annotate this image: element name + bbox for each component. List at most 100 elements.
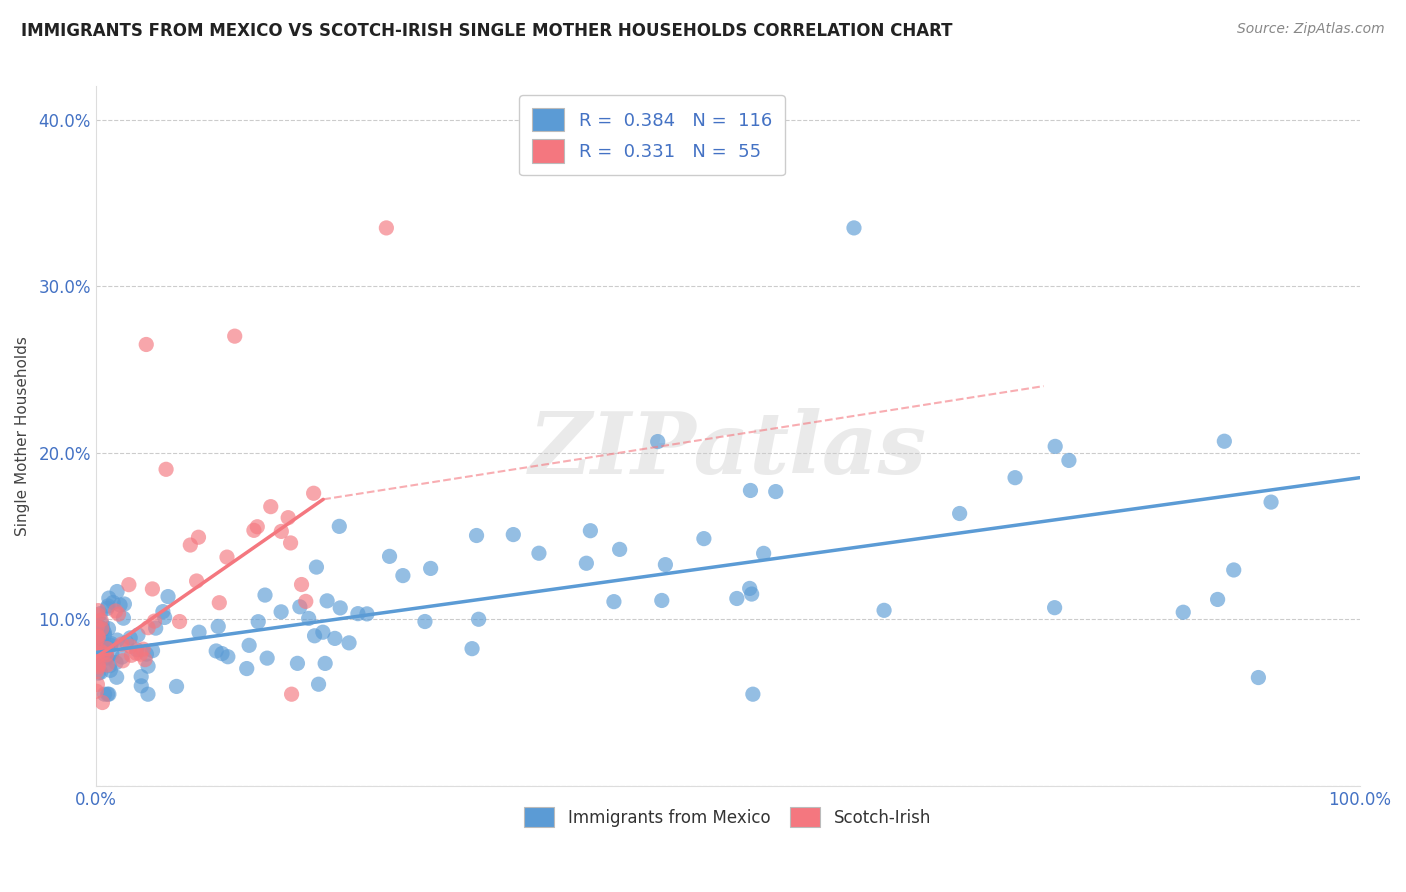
Point bbox=[166, 680, 188, 694]
Point bbox=[96, 601, 118, 615]
Point bbox=[187, 530, 209, 544]
Point bbox=[260, 500, 283, 514]
Point bbox=[127, 628, 149, 642]
Text: ZIPatlas: ZIPatlas bbox=[529, 409, 927, 491]
Point bbox=[1222, 563, 1244, 577]
Point bbox=[90, 613, 112, 627]
Point bbox=[741, 687, 763, 701]
Point bbox=[316, 594, 339, 608]
Point bbox=[270, 605, 292, 619]
Point bbox=[1206, 592, 1229, 607]
Point bbox=[294, 594, 316, 608]
Point bbox=[90, 622, 112, 636]
Point bbox=[93, 626, 115, 640]
Point bbox=[105, 633, 128, 648]
Point bbox=[1043, 439, 1066, 453]
Point bbox=[465, 528, 488, 542]
Point bbox=[575, 556, 598, 570]
Point bbox=[205, 644, 228, 658]
Point bbox=[115, 635, 138, 649]
Point bbox=[87, 660, 110, 674]
Point bbox=[91, 696, 114, 710]
Point bbox=[651, 593, 673, 607]
Point bbox=[86, 677, 108, 691]
Point bbox=[93, 628, 115, 642]
Point bbox=[740, 483, 762, 498]
Point bbox=[86, 633, 108, 648]
Point bbox=[89, 607, 111, 621]
Point bbox=[87, 604, 110, 618]
Point bbox=[693, 532, 716, 546]
Point bbox=[143, 614, 166, 628]
Legend: Immigrants from Mexico, Scotch-Irish: Immigrants from Mexico, Scotch-Irish bbox=[517, 801, 938, 833]
Point bbox=[280, 536, 302, 550]
Point bbox=[752, 546, 775, 560]
Point bbox=[120, 631, 142, 645]
Point bbox=[86, 620, 108, 634]
Point bbox=[308, 677, 330, 691]
Point bbox=[347, 607, 370, 621]
Text: IMMIGRANTS FROM MEXICO VS SCOTCH-IRISH SINGLE MOTHER HOUSEHOLDS CORRELATION CHAR: IMMIGRANTS FROM MEXICO VS SCOTCH-IRISH S… bbox=[21, 22, 953, 40]
Point bbox=[243, 524, 266, 538]
Point bbox=[97, 622, 120, 636]
Point bbox=[1213, 434, 1236, 449]
Point bbox=[93, 646, 115, 660]
Point bbox=[188, 625, 211, 640]
Point bbox=[738, 582, 761, 596]
Point bbox=[290, 577, 312, 591]
Point bbox=[741, 587, 763, 601]
Point bbox=[579, 524, 602, 538]
Point bbox=[378, 549, 401, 564]
Point bbox=[129, 670, 152, 684]
Point bbox=[1043, 600, 1066, 615]
Point bbox=[527, 546, 550, 560]
Point bbox=[392, 568, 415, 582]
Point bbox=[153, 610, 176, 624]
Point bbox=[329, 601, 352, 615]
Point bbox=[93, 687, 115, 701]
Point bbox=[91, 617, 114, 632]
Point bbox=[152, 605, 174, 619]
Point bbox=[253, 588, 276, 602]
Point bbox=[96, 657, 118, 672]
Point bbox=[765, 484, 787, 499]
Point bbox=[134, 653, 156, 667]
Point bbox=[84, 657, 107, 671]
Point bbox=[90, 622, 112, 636]
Point bbox=[873, 603, 896, 617]
Point bbox=[107, 607, 129, 621]
Point bbox=[298, 611, 321, 625]
Point bbox=[105, 656, 128, 670]
Point bbox=[104, 604, 127, 618]
Point bbox=[1173, 605, 1195, 619]
Point bbox=[98, 663, 121, 677]
Point bbox=[135, 647, 157, 661]
Point bbox=[155, 462, 177, 476]
Point bbox=[157, 590, 180, 604]
Point bbox=[111, 637, 134, 651]
Point bbox=[949, 507, 972, 521]
Point bbox=[842, 221, 865, 235]
Point bbox=[211, 647, 233, 661]
Point bbox=[96, 640, 118, 654]
Point bbox=[270, 524, 292, 539]
Point bbox=[235, 662, 257, 676]
Point bbox=[91, 622, 114, 636]
Point bbox=[96, 648, 118, 662]
Point bbox=[238, 638, 260, 652]
Point bbox=[87, 666, 110, 681]
Point bbox=[136, 659, 159, 673]
Point bbox=[247, 615, 270, 629]
Point bbox=[97, 687, 120, 701]
Point bbox=[86, 665, 108, 679]
Point bbox=[502, 527, 524, 541]
Point bbox=[302, 486, 325, 500]
Point bbox=[97, 687, 120, 701]
Point bbox=[1247, 671, 1270, 685]
Point bbox=[100, 636, 122, 650]
Point bbox=[120, 640, 142, 654]
Point bbox=[86, 629, 108, 643]
Point bbox=[86, 620, 108, 634]
Point bbox=[413, 615, 436, 629]
Point bbox=[129, 647, 152, 661]
